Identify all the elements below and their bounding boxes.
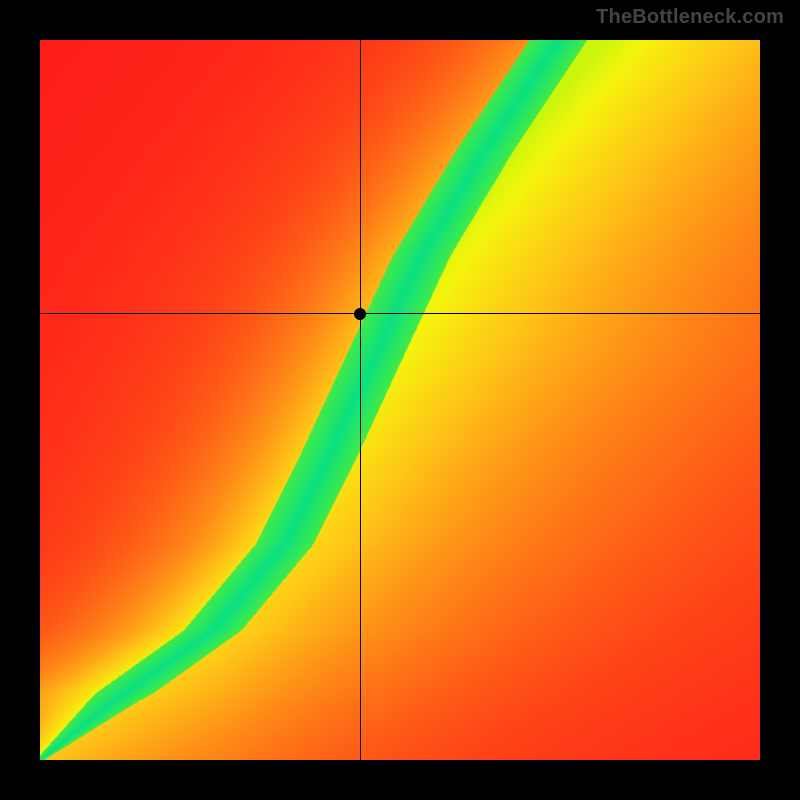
crosshair-vertical <box>360 40 362 760</box>
watermark-text: TheBottleneck.com <box>596 6 784 29</box>
crosshair-horizontal <box>40 313 760 315</box>
bottleneck-heatmap <box>40 40 760 760</box>
chart-frame: TheBottleneck.com <box>0 0 800 800</box>
crosshair-marker[interactable] <box>354 308 366 320</box>
